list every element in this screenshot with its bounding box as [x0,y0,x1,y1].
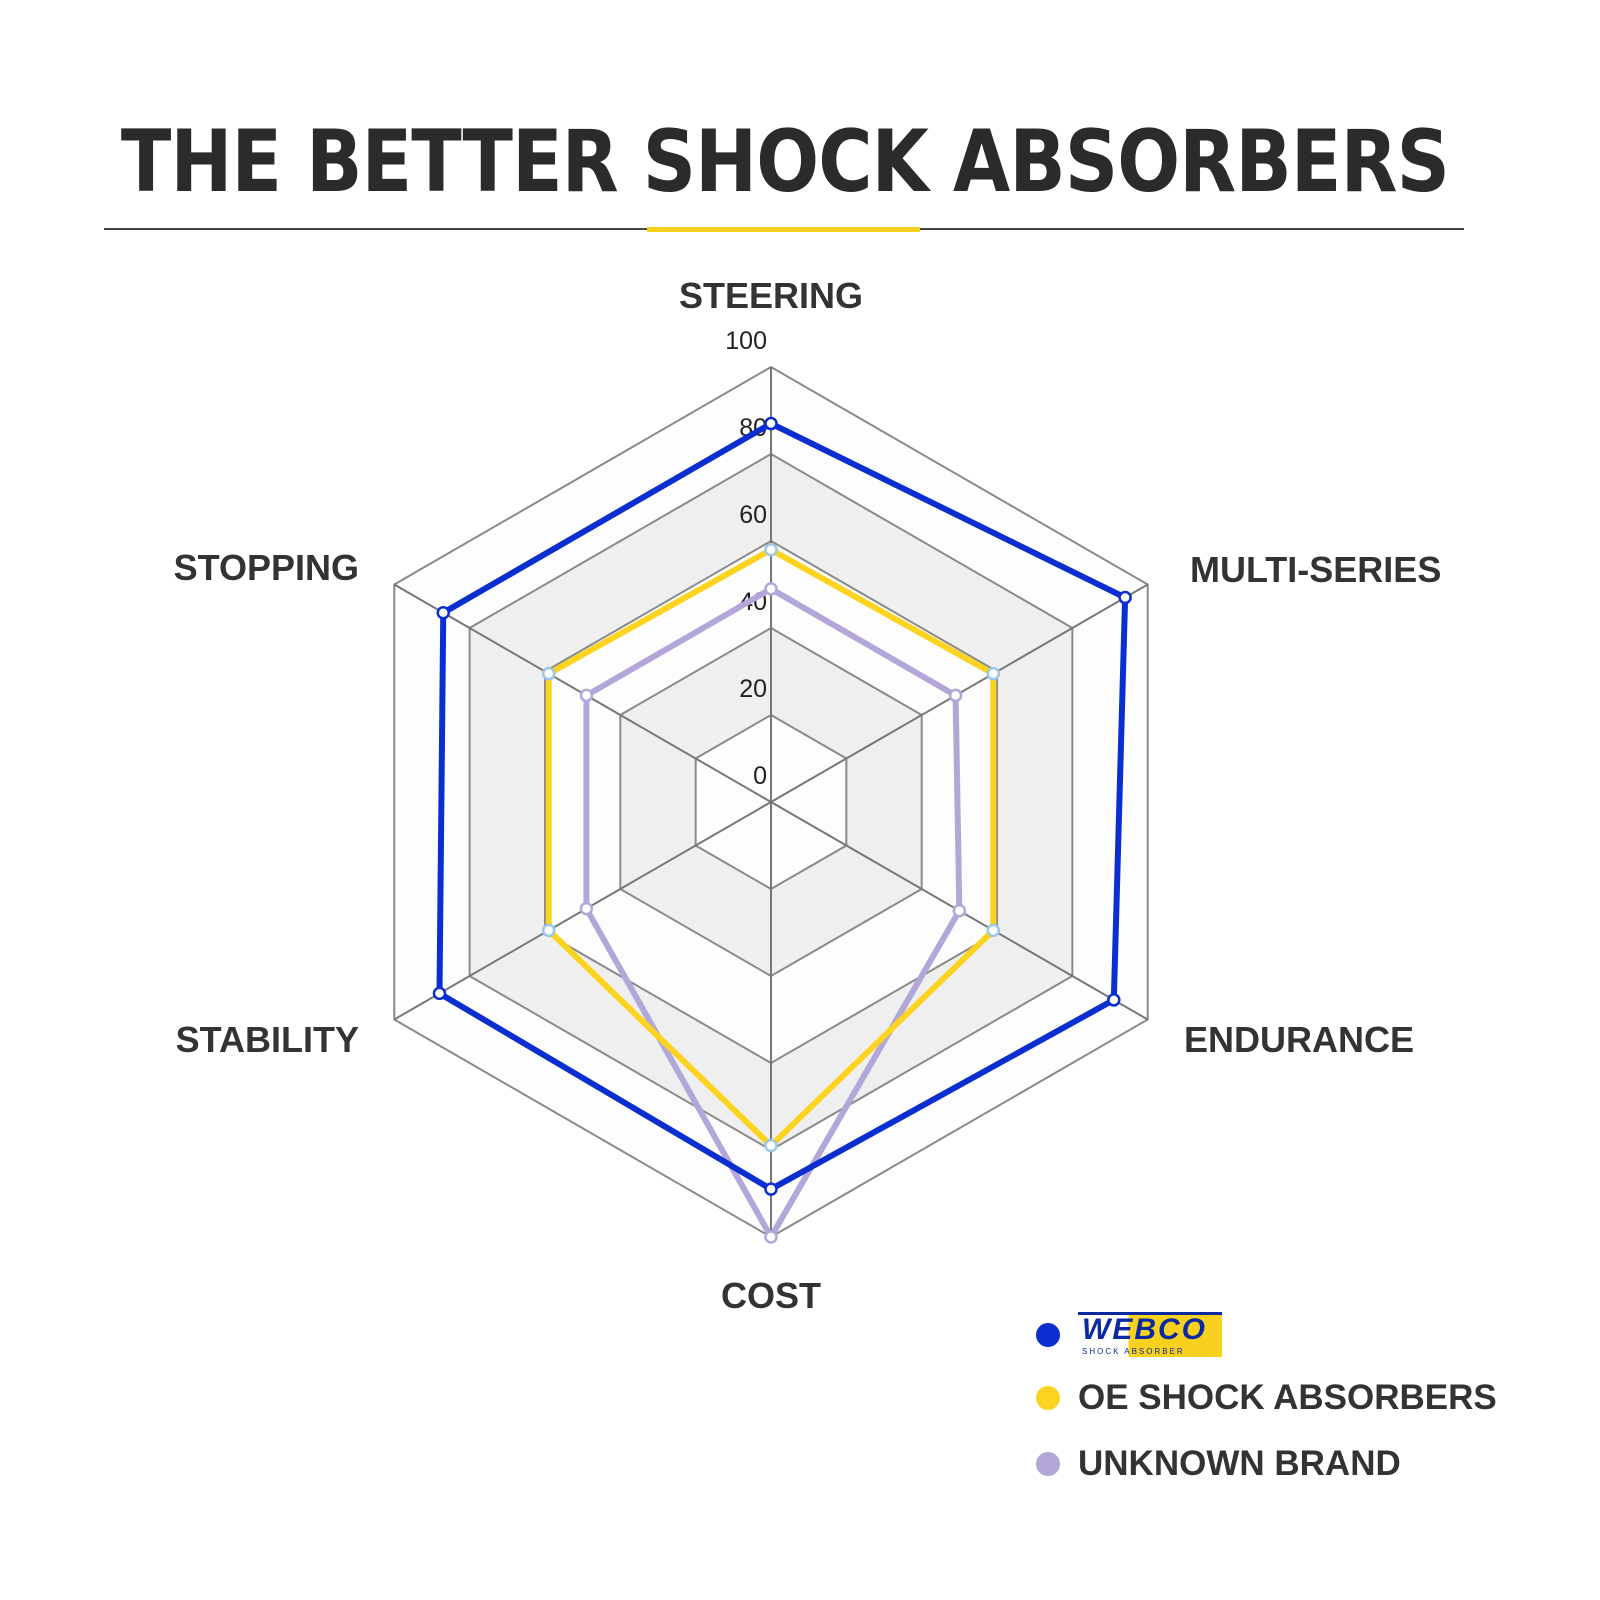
tick-label: 20 [739,675,767,703]
data-point-unknown-brand [764,582,778,596]
data-point-webco [764,1182,778,1196]
webco-logo-subtext: SHOCK ABSORBER [1082,1347,1185,1356]
axis-label-endurance: ENDURANCE [1184,1019,1414,1060]
page-title: THE BETTER SHOCK ABSORBERS [120,112,1450,212]
data-point-oe-shock-absorbers [764,1138,778,1153]
axis-label-steering: STEERING [679,275,863,316]
axis-label-multi-series: MULTI-SERIES [1190,549,1441,590]
data-point-oe-shock-absorbers [541,923,556,938]
legend-label-unknown: UNKNOWN BRAND [1078,1444,1401,1483]
axis-label-cost: COST [721,1275,821,1316]
legend-marker-unknown [1036,1452,1060,1476]
data-point-unknown-brand [948,688,963,703]
data-point-unknown-brand [579,901,594,916]
data-point-webco [1107,993,1121,1007]
data-point-unknown-brand [764,1230,778,1244]
axis-label-stopping: STOPPING [174,547,359,588]
data-point-oe-shock-absorbers [986,923,1001,938]
webco-logo: WEBCO SHOCK ABSORBER [1078,1312,1222,1357]
tick-label: 0 [753,762,767,790]
legend-item-webco: WEBCO SHOCK ABSORBER [1036,1312,1222,1357]
data-point-unknown-brand [579,688,594,703]
legend-label-oe: OE SHOCK ABSORBERS [1078,1378,1497,1417]
data-point-webco [764,416,778,431]
data-point-unknown-brand [952,904,967,918]
data-point-webco [436,606,451,620]
data-point-oe-shock-absorbers [541,666,556,681]
legend-item-unknown: UNKNOWN BRAND [1036,1444,1401,1484]
webco-logo-text: WEBCO [1082,1313,1207,1346]
tick-label: 60 [739,501,767,529]
axis-label-stability: STABILITY [176,1019,359,1060]
legend-marker-oe [1036,1386,1060,1410]
data-point-webco [1118,590,1132,605]
legend-item-oe: OE SHOCK ABSORBERS [1036,1378,1497,1418]
data-point-webco [432,986,447,1001]
legend-marker-webco [1036,1322,1060,1347]
title-divider-accent [647,227,920,232]
data-point-oe-shock-absorbers [986,666,1001,681]
data-point-oe-shock-absorbers [764,542,778,557]
tick-label: 100 [725,327,767,355]
